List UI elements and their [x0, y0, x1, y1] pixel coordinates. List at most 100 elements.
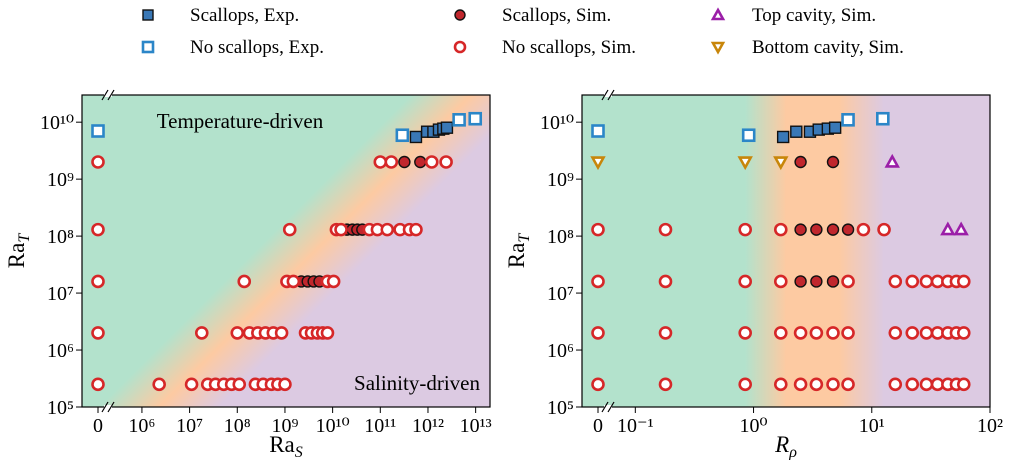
marker — [888, 274, 903, 289]
axis-break — [607, 89, 615, 101]
series — [794, 155, 855, 288]
axis-break — [107, 401, 115, 413]
y-tick-label: 10⁵ — [547, 397, 574, 419]
marker — [826, 326, 840, 340]
marker — [919, 274, 934, 289]
marker — [794, 223, 807, 236]
x-tick-label: 10¹¹ — [364, 415, 396, 437]
marker — [809, 326, 824, 340]
axes-frame — [581, 94, 991, 408]
y-axis-label-sub: T — [516, 233, 533, 243]
y-axis-label: RaT — [4, 233, 33, 269]
marker — [810, 223, 823, 236]
legend-label: Bottom cavity, Sim. — [752, 37, 904, 58]
marker — [274, 326, 289, 340]
series — [590, 156, 789, 171]
marker — [794, 155, 807, 169]
marker — [409, 222, 423, 237]
legend-label: No scallops, Exp. — [190, 37, 324, 58]
series — [776, 121, 842, 144]
panel: 0 10⁶ 10⁷ 10⁸ 10⁹ 10¹⁰ 10¹¹ 10¹² 10¹³ 10⁵ 10⁶ 10⁷ 10… — [4, 89, 492, 461]
y-axis-label-sub: T — [16, 233, 33, 243]
marker — [773, 222, 788, 237]
marker — [439, 155, 453, 169]
y-tick-label: 10⁹ — [47, 169, 74, 191]
panel: 0 10⁻¹ 10⁰ 10¹ 10² 10⁵ 10⁶ 10⁷ 10⁸ 10⁹ 10¹⁰ Rρ RaT — [504, 89, 1003, 461]
axis-break — [601, 401, 609, 413]
marker — [590, 156, 606, 171]
x-axis-label: RaS — [269, 432, 303, 460]
marker — [440, 121, 454, 134]
marker — [919, 377, 934, 392]
marker — [454, 9, 466, 21]
marker — [468, 111, 483, 126]
annotation: Temperature-driven — [157, 109, 324, 133]
marker — [152, 377, 166, 392]
marker — [773, 156, 789, 171]
plot-background — [582, 95, 990, 407]
marker — [905, 326, 920, 340]
x-tick-label: 10⁹ — [271, 415, 298, 437]
series — [295, 155, 427, 288]
marker — [826, 275, 840, 288]
axis-break-gap — [104, 405, 112, 409]
legend-label: Scallops, Sim. — [502, 5, 611, 26]
marker — [286, 274, 301, 289]
marker — [888, 326, 903, 340]
marker — [658, 274, 673, 289]
axis-break — [101, 401, 109, 413]
marker — [453, 40, 467, 54]
marker — [373, 155, 388, 169]
marker — [737, 156, 753, 171]
marker — [395, 128, 410, 143]
axis-break-gap — [604, 405, 612, 409]
marker — [773, 274, 788, 289]
marker — [956, 274, 971, 289]
marker — [856, 222, 871, 237]
y-tick-label: 10⁷ — [547, 283, 574, 305]
x-axis-label: Rρ — [774, 432, 797, 460]
y-axis-label: RaT — [504, 233, 533, 269]
marker — [793, 326, 808, 340]
y-tick-label: 10⁶ — [47, 340, 74, 362]
axis-break-gap — [104, 93, 112, 97]
annotation: Salinity-driven — [354, 371, 480, 395]
marker — [710, 41, 726, 55]
marker — [591, 274, 605, 289]
x-tick-label: 10⁰ — [740, 415, 768, 437]
y-tick-label: 10⁷ — [47, 283, 74, 305]
axis-break — [101, 89, 109, 101]
marker — [334, 222, 348, 237]
marker — [841, 223, 855, 236]
marker — [810, 275, 823, 288]
marker — [826, 377, 840, 392]
marker — [841, 326, 855, 340]
legend-label: Scallops, Exp. — [190, 5, 299, 26]
marker — [940, 221, 956, 236]
marker — [384, 155, 399, 169]
marker — [591, 222, 605, 237]
marker — [91, 377, 105, 392]
marker — [91, 274, 105, 289]
marker — [905, 377, 920, 392]
marker — [794, 275, 807, 288]
marker — [591, 124, 605, 138]
marker — [809, 377, 824, 392]
marker — [828, 121, 842, 134]
x-tick-label: 0 — [593, 415, 603, 437]
x-axis-label-base: R — [774, 432, 789, 457]
marker — [184, 377, 199, 392]
marker — [841, 274, 855, 289]
marker — [452, 113, 466, 127]
y-tick-label: 10⁵ — [47, 397, 74, 419]
marker — [326, 274, 341, 289]
marker — [142, 9, 154, 21]
plot-background — [82, 95, 490, 407]
marker — [738, 377, 752, 392]
x-tick-label: 10⁷ — [176, 415, 203, 437]
marker — [230, 326, 245, 340]
marker — [776, 130, 790, 144]
y-tick-label: 10⁹ — [547, 169, 574, 191]
